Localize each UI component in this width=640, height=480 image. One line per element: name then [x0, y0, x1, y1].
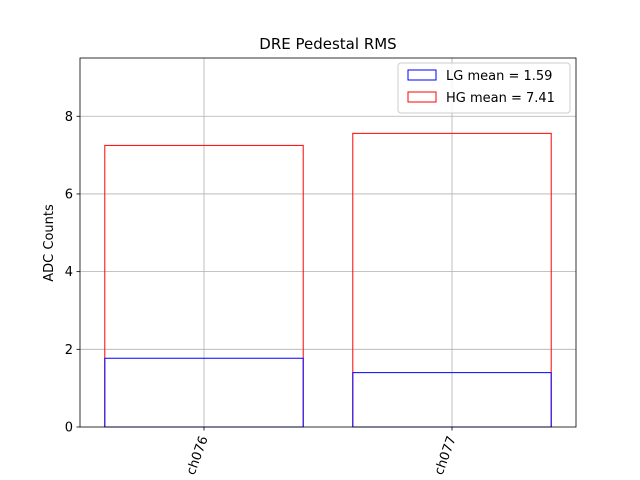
legend: LG mean = 1.59 HG mean = 7.41 [397, 62, 571, 114]
legend-swatch [407, 69, 437, 81]
legend-label: LG mean = 1.59 [446, 69, 552, 84]
legend-swatch [407, 91, 437, 103]
y-tick-label: 2 [65, 343, 73, 358]
y-tick-label: 6 [65, 187, 73, 202]
y-tick-label: 4 [65, 265, 73, 280]
axes-frame [79, 57, 577, 428]
y-tick-label: 8 [65, 110, 73, 125]
legend-label: HG mean = 7.41 [446, 91, 555, 106]
y-axis-label: ADC Counts [42, 204, 57, 282]
legend-box [397, 62, 571, 114]
chart-title: DRE Pedestal RMS [259, 35, 396, 53]
y-tick-label: 0 [65, 421, 73, 436]
